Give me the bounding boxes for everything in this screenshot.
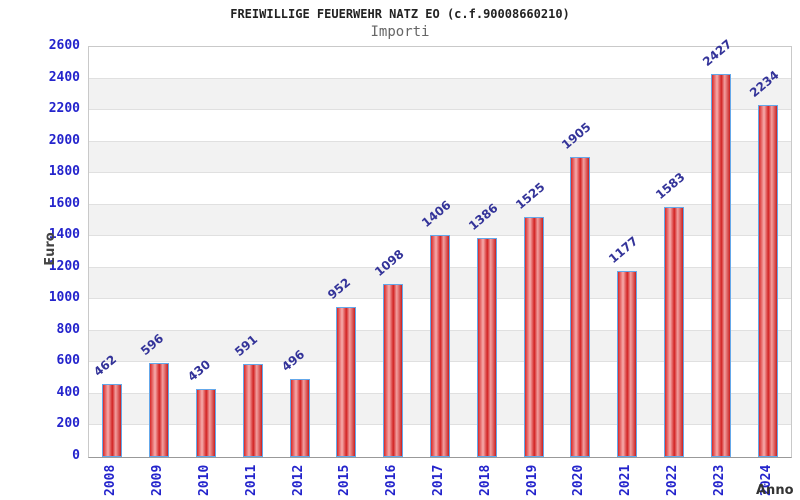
bar [570, 156, 591, 457]
y-tick-label: 1600 [48, 195, 80, 211]
x-tick-label: 2023 [711, 464, 727, 496]
y-tick-label: 800 [56, 321, 80, 337]
plot-area: 462 596 430 591 496 952 1098 1406 1386 1525 1905 11… [88, 37, 792, 458]
bar [430, 235, 450, 457]
x-tick-label: 2010 [197, 464, 212, 496]
x-tick-label: 2021 [618, 464, 634, 496]
chart-subtitle: Importi [370, 24, 430, 40]
x-tick-label: 2008 [103, 464, 119, 496]
y-tick-label: 200 [56, 416, 80, 432]
x-tick-label: 2009 [150, 464, 166, 496]
y-tick-label: 1200 [48, 258, 80, 274]
y-tick-label: 1800 [48, 164, 80, 180]
gridline [89, 172, 791, 174]
y-tick-label: 0 [72, 448, 80, 463]
y-tick-label: 1000 [48, 290, 80, 306]
y-tick-label: 2600 [48, 38, 80, 53]
y-tick-label: 2200 [48, 101, 80, 117]
gridline [89, 203, 791, 205]
bar-value-label: 1583 [653, 170, 688, 203]
bar [383, 283, 404, 457]
y-axis-title: Euro [43, 232, 58, 266]
x-tick-label: 2016 [384, 464, 400, 496]
gridline [89, 109, 791, 111]
x-axis-title: Anno [756, 483, 794, 498]
plot-band [89, 141, 791, 174]
bar [476, 238, 497, 457]
bar [196, 389, 216, 457]
bar-value-label: 2427 [699, 37, 735, 70]
x-tick-label: 2020 [571, 464, 587, 496]
y-tick-label: 2400 [48, 69, 80, 85]
x-tick-label: 2017 [431, 464, 446, 496]
chart-title: FREIWILLIGE FEUERWEHR NATZ EO (c.f.90008… [230, 7, 570, 21]
y-tick-label: 600 [56, 353, 80, 369]
gridline [89, 140, 791, 142]
y-tick-label: 1400 [48, 227, 80, 243]
bar [523, 216, 544, 457]
bar [617, 271, 638, 457]
bar-value-label: 1177 [606, 234, 641, 267]
y-tick-label: 2000 [48, 132, 80, 148]
x-axis: 2008 2009 2010 2011 2012 2015 2016 2017 2018 2019… [88, 458, 790, 498]
bar [336, 306, 357, 457]
bar [664, 207, 684, 457]
x-tick-label: 2022 [665, 464, 680, 496]
bar [102, 384, 123, 457]
x-tick-label: 2019 [524, 464, 540, 496]
bar [289, 378, 310, 457]
x-tick-label: 2012 [290, 464, 306, 496]
bar [757, 104, 778, 457]
x-tick-label: 2011 [243, 464, 259, 496]
gridline [89, 77, 791, 79]
x-tick-label: 2018 [477, 464, 493, 496]
y-axis: 0 200 400 600 800 1000 1200 1400 1600 1800 2000 220… [0, 38, 80, 463]
bar [242, 363, 263, 457]
y-tick-label: 400 [56, 384, 80, 400]
plot-band [89, 78, 791, 111]
bar [710, 74, 731, 457]
x-tick-label: 2015 [337, 464, 353, 496]
bar [149, 363, 170, 457]
